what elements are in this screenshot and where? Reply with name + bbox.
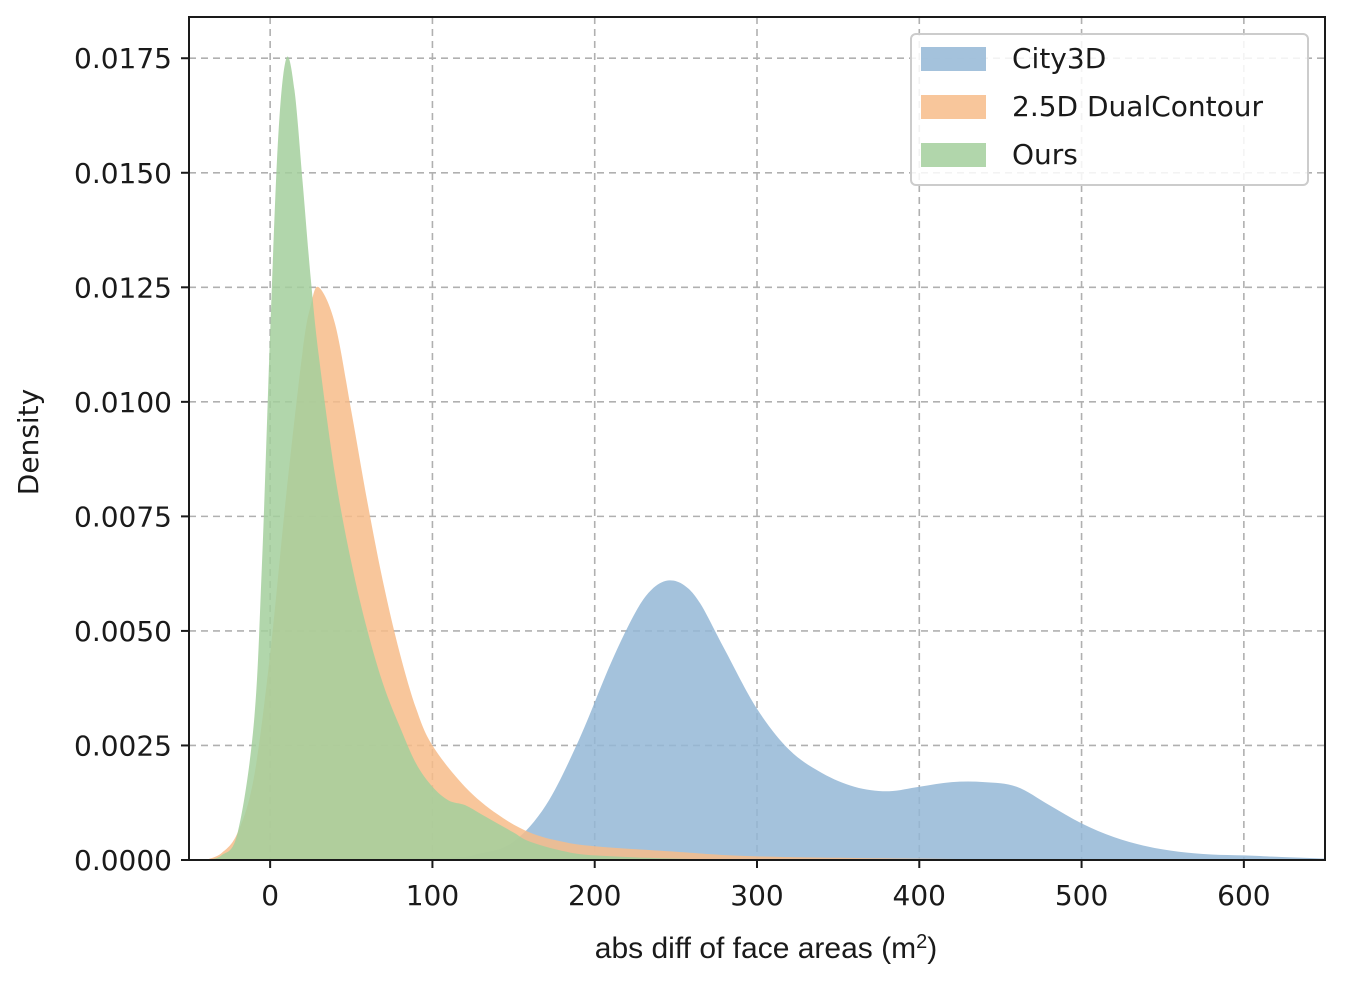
legend-label: 2.5D DualContour	[1012, 90, 1264, 123]
y-tick-label: 0.0050	[74, 615, 172, 648]
y-tick-label: 0.0100	[74, 386, 172, 419]
x-axis-label-main: abs diff of face areas (m	[595, 932, 916, 965]
legend-swatch	[921, 95, 986, 119]
x-tick-label: 100	[406, 879, 459, 912]
series-area-ours	[205, 56, 1326, 860]
y-tick-label: 0.0075	[74, 500, 172, 533]
ticks: 0 100 200 300 400 500 600 0.0000 0.0025 0.0050 0.0…	[74, 42, 1271, 912]
x-tick-label: 500	[1055, 879, 1108, 912]
x-tick-label: 600	[1217, 879, 1270, 912]
y-axis-label: Density	[12, 389, 45, 495]
legend-box	[910, 33, 1309, 186]
x-axis-label-sup: 2	[916, 931, 927, 953]
x-tick-label: 0	[261, 879, 279, 912]
x-axis-label-end: )	[927, 932, 937, 965]
legend-swatch	[921, 47, 986, 71]
y-tick-label: 0.0150	[74, 157, 172, 190]
y-tick-label: 0.0175	[74, 42, 172, 75]
x-axis-label: abs diff of face areas (m2)	[595, 931, 937, 965]
x-tick-label: 400	[893, 879, 946, 912]
y-tick-label: 0.0025	[74, 729, 172, 762]
x-tick-label: 300	[730, 879, 783, 912]
y-tick-label: 0.0000	[74, 844, 172, 877]
legend-label: City3D	[1012, 42, 1106, 75]
series-areas	[205, 56, 1326, 860]
x-tick-label: 200	[568, 879, 621, 912]
legend-label: Ours	[1012, 138, 1078, 171]
series-area-city3d	[205, 580, 1326, 860]
y-tick-label: 0.0125	[74, 271, 172, 304]
legend: City3D 2.5D DualContour Ours	[910, 33, 1309, 186]
legend-swatch	[921, 143, 986, 167]
